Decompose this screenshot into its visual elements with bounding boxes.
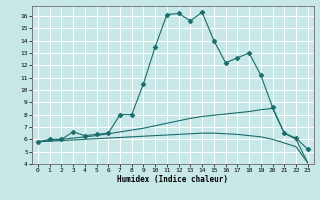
- X-axis label: Humidex (Indice chaleur): Humidex (Indice chaleur): [117, 175, 228, 184]
